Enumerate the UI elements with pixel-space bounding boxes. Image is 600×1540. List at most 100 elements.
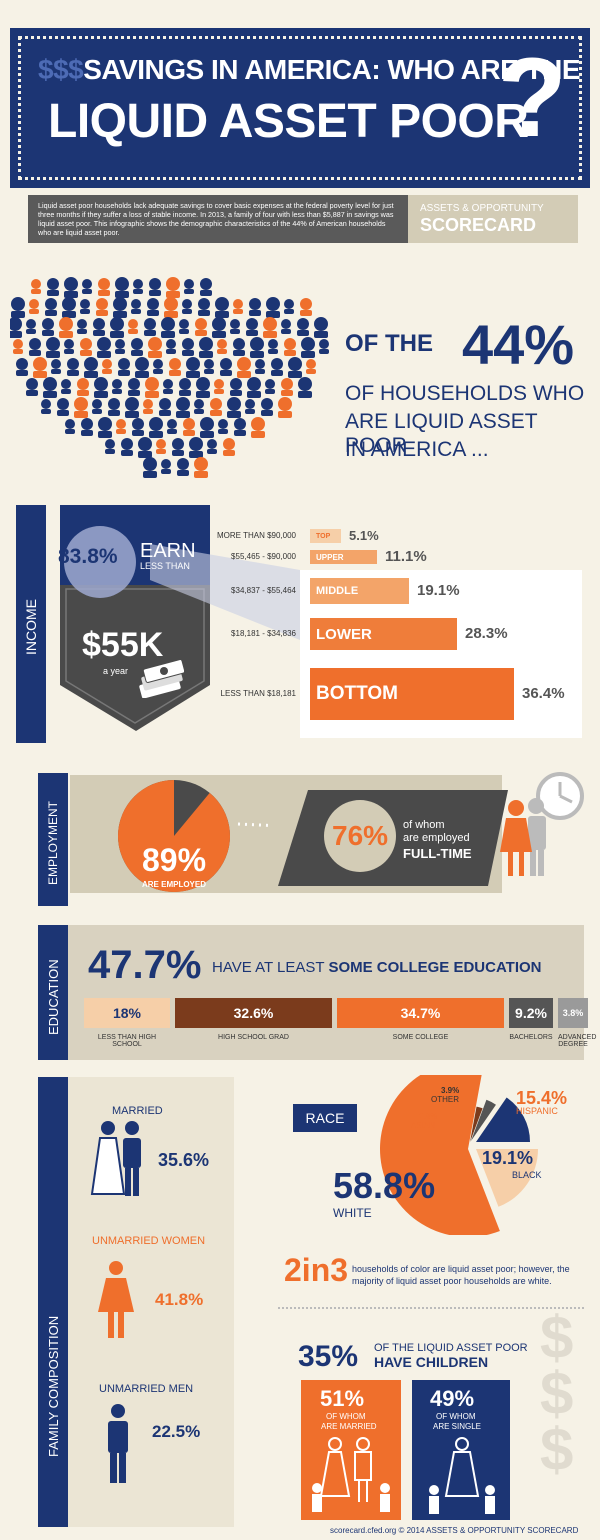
person-icon [182,299,192,314]
person-icon [184,279,194,294]
married-percent: 35.6% [158,1150,210,1170]
person-icon [13,339,23,354]
person-icon [230,378,242,396]
person-icon [200,278,212,296]
person-icon [10,317,22,338]
unmarried-men-label: UNMARRIED MEN [99,1383,194,1395]
person-icon [128,319,138,334]
overview-of-the: OF THE [345,330,433,357]
race-hispanic-label: HISPANIC [516,1106,558,1116]
person-icon [96,298,108,316]
person-icon [93,318,105,336]
person-icon [97,337,111,358]
person-icon [172,438,184,456]
workers-clock-icon [500,772,584,876]
income-side-label-bar: INCOME [16,505,46,743]
race-black-label: BLACK [512,1170,542,1180]
income-tier-percent: 36.4% [522,685,565,702]
person-icon [212,317,226,338]
education-level-bar: 9.2% [509,998,553,1028]
race-white-label: WHITE [333,1206,372,1220]
person-icon [82,279,92,294]
education-level-label: SOME COLLEGE [392,1034,449,1041]
person-icon [84,357,98,378]
person-icon [116,419,126,434]
person-icon [131,299,141,314]
race-asian-percent: 2.8% [419,1112,438,1121]
person-icon [26,319,36,334]
race-asian-label: ASIAN [411,1121,436,1130]
unmarried-women-label: UNMARRIED WOMEN [92,1235,206,1247]
person-icon [115,339,125,354]
education-label: EDUCATION [46,959,61,1035]
income-range-label: $18,181 - $34,836 [231,629,296,638]
family-label: FAMILY COMPOSITION [46,1315,61,1457]
person-icon [156,439,166,454]
person-icon [189,437,203,458]
person-icon [301,337,315,358]
income-earn: EARN [140,540,196,562]
race-white-percent: 58.8% [333,1165,436,1206]
race-slice [476,1097,530,1142]
person-icon [314,317,328,338]
income-tier-percent: 28.3% [465,625,508,642]
education-headline-prefix: HAVE AT LEAST [212,959,325,976]
person-icon [47,278,59,296]
person-icon [163,379,173,394]
race-other-label: OTHER [431,1095,459,1104]
person-icon [177,458,189,476]
person-icon [131,338,143,356]
income-less-than: LESS THAN [140,561,190,571]
person-icon [149,278,161,296]
person-icon [271,358,283,376]
woman-icon [98,1261,134,1338]
intro-text: Liquid asset poor households lack adequa… [28,195,408,243]
person-icon [26,378,38,396]
children-percent: 35% [298,1340,359,1373]
income-tier-percent: 5.1% [349,528,379,544]
person-icon [166,339,176,354]
unmarried-women-percent: 41.8% [155,1290,204,1309]
education-panel [68,925,584,1060]
person-icon [74,397,88,418]
children-single-line-1: OF WHOM [436,1412,476,1421]
person-icon [77,319,87,334]
overview-line-2: OF HOUSEHOLDS WHO [345,382,585,405]
employed-slice [118,780,230,892]
person-icon [31,279,41,294]
person-icon [128,378,140,396]
income-tier-bar: BOTTOM [310,668,514,720]
unmarried-men-percent: 22.5% [152,1422,201,1441]
family-panel [68,1077,234,1527]
person-icon [121,438,133,456]
person-icon [204,359,214,374]
person-icon [266,297,280,318]
person-icon [98,278,110,296]
person-icon [133,279,143,294]
education-level-bar: 3.8% [558,998,588,1028]
person-icon [166,277,180,298]
person-icon [281,378,293,396]
person-icon [80,338,92,356]
person-icon [113,297,127,318]
person-icon [233,338,245,356]
income-callout-lens [64,526,300,640]
person-icon [115,277,129,298]
race-hispanic-percent: 15.4% [516,1088,568,1108]
person-icon [297,318,309,336]
employment-pie [118,780,270,892]
married-label: MARRIED [112,1105,163,1117]
children-married-line-2: ARE MARRIED [321,1422,377,1431]
race-other-percent: 3.9% [441,1086,460,1095]
person-icon [200,417,214,438]
person-icon [227,397,241,418]
header-banner [10,28,590,188]
person-icon [135,357,149,378]
person-icon [145,377,159,398]
person-icon [179,319,189,334]
person-icon [210,398,222,416]
person-icon [169,358,181,376]
person-icon [98,417,112,438]
income-label: INCOME [23,599,39,655]
person-icon [207,439,217,454]
